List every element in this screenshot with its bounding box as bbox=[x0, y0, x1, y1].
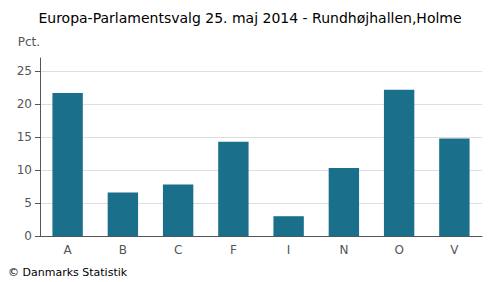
svg-text:Pct.: Pct. bbox=[18, 35, 40, 49]
svg-text:Europa-Parlamentsvalg 25. maj: Europa-Parlamentsvalg 25. maj 2014 - Run… bbox=[38, 10, 461, 26]
svg-text:15: 15 bbox=[17, 130, 32, 144]
svg-text:N: N bbox=[339, 243, 348, 257]
svg-text:O: O bbox=[394, 243, 403, 257]
svg-text:0: 0 bbox=[24, 229, 32, 243]
svg-text:© Danmarks Statistik: © Danmarks Statistik bbox=[8, 266, 128, 279]
svg-text:20: 20 bbox=[17, 97, 32, 111]
svg-text:25: 25 bbox=[17, 64, 32, 78]
svg-text:V: V bbox=[450, 243, 459, 257]
svg-text:C: C bbox=[174, 243, 182, 257]
svg-text:10: 10 bbox=[17, 163, 32, 177]
svg-text:A: A bbox=[64, 243, 73, 257]
svg-text:5: 5 bbox=[24, 196, 32, 210]
svg-text:B: B bbox=[119, 243, 127, 257]
svg-text:I: I bbox=[287, 243, 291, 257]
svg-text:F: F bbox=[230, 243, 237, 257]
